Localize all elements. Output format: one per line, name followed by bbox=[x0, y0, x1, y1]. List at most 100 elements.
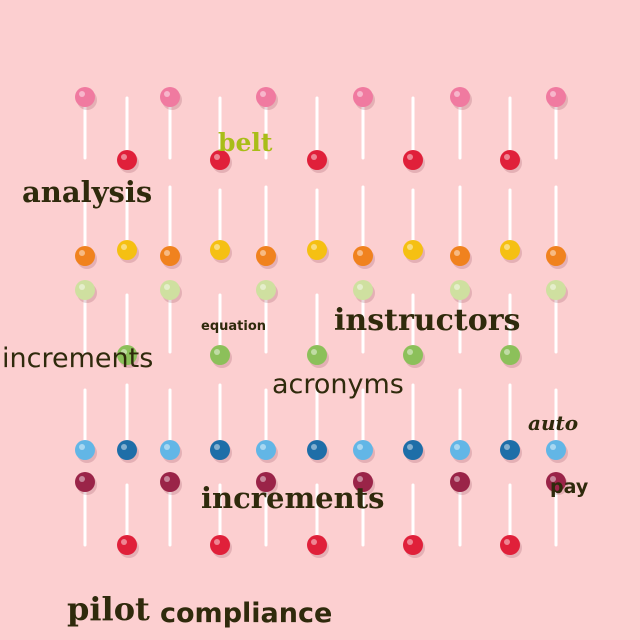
lollipop-candy bbox=[353, 246, 373, 266]
lollipop-candy bbox=[75, 472, 95, 492]
lollipop-candy bbox=[256, 87, 276, 107]
lollipop-candy bbox=[546, 472, 566, 492]
lollipop-highlight bbox=[407, 244, 413, 250]
lollipop-highlight bbox=[357, 250, 363, 256]
lollipop bbox=[500, 96, 522, 173]
lollipop-highlight bbox=[164, 91, 170, 97]
lollipop-highlight bbox=[214, 349, 220, 355]
lollipop bbox=[256, 185, 278, 269]
lollipop bbox=[353, 280, 375, 354]
lollipop-candy bbox=[117, 535, 137, 555]
lollipop-highlight bbox=[214, 444, 220, 450]
lollipop-highlight bbox=[79, 284, 85, 290]
lollipop-candy bbox=[353, 440, 373, 460]
lollipop-candy bbox=[160, 246, 180, 266]
lollipop-candy bbox=[403, 150, 423, 170]
lollipop-candy bbox=[256, 440, 276, 460]
word-auto: auto bbox=[528, 411, 579, 435]
word-acronyms: acronyms bbox=[272, 369, 404, 400]
lollipop-candy bbox=[210, 240, 230, 260]
lollipop bbox=[256, 87, 278, 160]
lollipop bbox=[160, 185, 182, 269]
lollipop-highlight bbox=[454, 444, 460, 450]
lollipop-candy bbox=[210, 345, 230, 365]
lollipop-candy bbox=[75, 246, 95, 266]
lollipop bbox=[75, 280, 97, 354]
lollipop bbox=[75, 472, 97, 547]
lollipop bbox=[210, 96, 232, 173]
lollipop bbox=[500, 483, 522, 558]
lollipop bbox=[75, 388, 97, 463]
lollipop-highlight bbox=[164, 476, 170, 482]
lollipop-highlight bbox=[121, 539, 127, 545]
word-analysis: analysis bbox=[22, 175, 153, 209]
lollipop bbox=[307, 96, 329, 173]
lollipop bbox=[403, 483, 425, 558]
lollipop bbox=[450, 280, 472, 354]
lollipop-candy bbox=[403, 440, 423, 460]
lollipop-highlight bbox=[260, 284, 266, 290]
lollipop-highlight bbox=[214, 539, 220, 545]
lollipop-highlight bbox=[550, 284, 556, 290]
lollipop-highlight bbox=[121, 444, 127, 450]
lollipop-highlight bbox=[454, 476, 460, 482]
lollipop-highlight bbox=[164, 284, 170, 290]
lollipop bbox=[546, 280, 568, 354]
lollipop bbox=[117, 96, 139, 173]
lollipop-highlight bbox=[164, 444, 170, 450]
lollipop bbox=[210, 383, 232, 463]
lollipop-highlight bbox=[504, 244, 510, 250]
lollipop bbox=[353, 185, 375, 269]
lollipop-candy bbox=[450, 440, 470, 460]
lollipop-highlight bbox=[357, 284, 363, 290]
lollipop bbox=[353, 87, 375, 160]
lollipop-candy bbox=[210, 535, 230, 555]
lollipop bbox=[353, 472, 375, 547]
lollipop bbox=[353, 388, 375, 463]
lollipop bbox=[500, 293, 522, 368]
lollipop-highlight bbox=[357, 91, 363, 97]
lollipop bbox=[160, 388, 182, 463]
lollipop-candy bbox=[450, 246, 470, 266]
lollipop-candy bbox=[403, 240, 423, 260]
lollipop-candy bbox=[307, 535, 327, 555]
lollipop-candy bbox=[307, 440, 327, 460]
lollipop bbox=[117, 483, 139, 558]
lollipop bbox=[75, 185, 97, 269]
lollipop bbox=[500, 188, 522, 263]
lollipop bbox=[210, 483, 232, 558]
lollipop-candy bbox=[117, 345, 137, 365]
lollipop bbox=[307, 188, 329, 263]
lollipop bbox=[450, 472, 472, 547]
lollipop-candy bbox=[256, 246, 276, 266]
lollipop-highlight bbox=[260, 444, 266, 450]
word-pilot: pilot bbox=[67, 590, 150, 628]
lollipop-highlight bbox=[407, 154, 413, 160]
lollipop-candy bbox=[353, 87, 373, 107]
word-increments-2: increments bbox=[201, 481, 385, 515]
lollipop-candy bbox=[75, 87, 95, 107]
lollipop bbox=[75, 87, 97, 160]
lollipop bbox=[160, 87, 182, 160]
lollipop bbox=[307, 483, 329, 558]
lollipop-highlight bbox=[550, 476, 556, 482]
lollipop-candy bbox=[160, 472, 180, 492]
lollipop bbox=[546, 472, 568, 547]
lollipop-candy bbox=[75, 440, 95, 460]
lollipop-candy bbox=[500, 150, 520, 170]
lollipop bbox=[403, 293, 425, 368]
lollipop-highlight bbox=[260, 250, 266, 256]
lollipop bbox=[546, 388, 568, 463]
lollipop-candy bbox=[160, 280, 180, 300]
lollipop bbox=[256, 472, 278, 547]
lollipop-highlight bbox=[454, 284, 460, 290]
lollipop bbox=[450, 185, 472, 269]
lollipop-highlight bbox=[214, 244, 220, 250]
lollipop bbox=[403, 188, 425, 263]
lollipop bbox=[117, 293, 139, 368]
lollipop-candy bbox=[75, 280, 95, 300]
lollipop bbox=[546, 87, 568, 160]
lollipop bbox=[500, 383, 522, 463]
lollipop bbox=[160, 280, 182, 354]
lollipop-highlight bbox=[504, 444, 510, 450]
